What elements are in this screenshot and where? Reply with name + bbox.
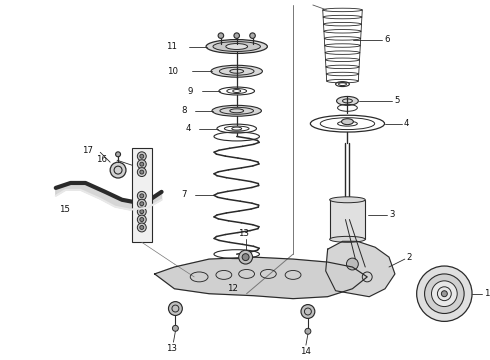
Circle shape: [137, 160, 146, 168]
Text: 4: 4: [185, 124, 191, 133]
Circle shape: [137, 215, 146, 224]
Circle shape: [346, 258, 358, 270]
Circle shape: [140, 154, 144, 158]
Ellipse shape: [337, 96, 358, 105]
Circle shape: [140, 170, 144, 174]
Circle shape: [250, 33, 255, 39]
Text: 16: 16: [97, 155, 107, 164]
Text: 17: 17: [82, 146, 94, 155]
Ellipse shape: [213, 41, 261, 51]
Circle shape: [116, 152, 121, 157]
Text: 4: 4: [404, 119, 409, 128]
Circle shape: [441, 291, 447, 297]
Text: 12: 12: [227, 284, 238, 293]
Circle shape: [234, 33, 240, 39]
Ellipse shape: [206, 40, 268, 53]
Circle shape: [140, 210, 144, 213]
Circle shape: [432, 281, 457, 307]
Circle shape: [172, 325, 178, 331]
Text: 9: 9: [187, 86, 193, 95]
Circle shape: [301, 305, 315, 319]
Polygon shape: [155, 257, 367, 299]
Ellipse shape: [226, 44, 247, 49]
Circle shape: [218, 33, 223, 39]
Text: 3: 3: [389, 210, 394, 219]
Text: 11: 11: [166, 42, 176, 51]
Circle shape: [137, 207, 146, 216]
Circle shape: [416, 266, 472, 321]
Text: 10: 10: [168, 67, 178, 76]
Text: 1: 1: [484, 289, 490, 298]
Ellipse shape: [211, 65, 263, 77]
Polygon shape: [56, 183, 162, 210]
Circle shape: [140, 225, 144, 229]
Circle shape: [137, 223, 146, 232]
Circle shape: [137, 152, 146, 161]
Text: 8: 8: [181, 106, 187, 115]
Circle shape: [239, 250, 252, 264]
Text: 6: 6: [384, 35, 390, 44]
Bar: [132, 148, 152, 242]
Circle shape: [140, 162, 144, 166]
Bar: [330, 200, 365, 239]
Text: 13: 13: [238, 229, 249, 238]
Text: 14: 14: [300, 347, 311, 356]
Ellipse shape: [212, 105, 262, 116]
Ellipse shape: [330, 197, 365, 203]
Circle shape: [424, 274, 464, 314]
Ellipse shape: [330, 237, 365, 242]
Text: 2: 2: [407, 253, 412, 262]
Circle shape: [242, 254, 249, 261]
Polygon shape: [326, 241, 395, 297]
Circle shape: [137, 192, 146, 200]
Text: 5: 5: [394, 96, 399, 105]
Circle shape: [169, 302, 182, 315]
Circle shape: [140, 217, 144, 221]
Circle shape: [137, 199, 146, 208]
Text: 7: 7: [181, 190, 187, 199]
Circle shape: [137, 168, 146, 176]
Circle shape: [140, 202, 144, 206]
Text: 13: 13: [166, 343, 176, 352]
Circle shape: [140, 194, 144, 198]
Circle shape: [110, 162, 126, 178]
Circle shape: [305, 328, 311, 334]
Text: 15: 15: [59, 205, 70, 214]
Ellipse shape: [342, 119, 353, 125]
